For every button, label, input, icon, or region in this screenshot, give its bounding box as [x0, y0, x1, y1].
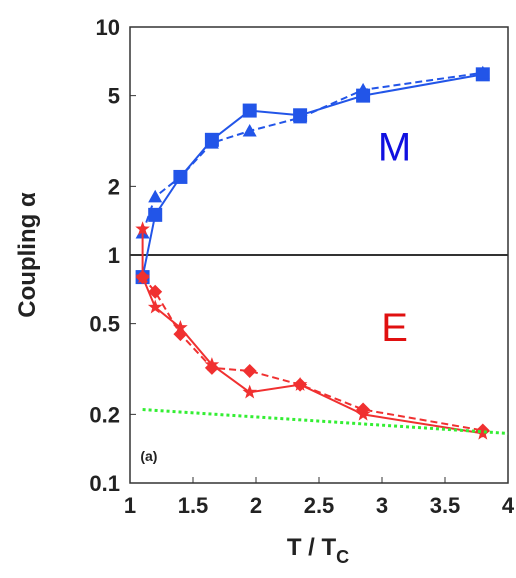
marker	[135, 221, 150, 236]
marker	[475, 423, 490, 438]
marker	[242, 123, 257, 137]
x-tick-label: 1	[124, 493, 136, 518]
marker	[475, 65, 490, 79]
marker	[293, 377, 308, 392]
y-tick-label: 10	[96, 15, 120, 40]
y-tick-label: 5	[108, 84, 120, 109]
y-tick-label: 0.1	[89, 471, 120, 496]
marker	[148, 189, 163, 203]
x-tick-label: 2	[250, 493, 262, 518]
marker	[204, 135, 219, 149]
x-axis-title-main: T / T	[287, 534, 337, 561]
marker	[356, 402, 371, 417]
series-line	[141, 229, 483, 435]
marker	[148, 207, 163, 222]
series-line	[142, 408, 509, 435]
marker	[242, 384, 257, 399]
marker	[147, 299, 163, 314]
annotation: M	[378, 125, 411, 169]
y-tick-label: 0.5	[89, 312, 120, 337]
series-line	[141, 276, 483, 432]
series-line	[141, 71, 483, 234]
y-tick-label: 1	[108, 243, 120, 268]
x-tick-label: 4	[502, 493, 515, 518]
x-tick-label: 3	[376, 493, 388, 518]
marker	[135, 270, 150, 285]
series-line	[141, 73, 483, 278]
marker	[173, 327, 188, 342]
marker	[356, 82, 371, 96]
marker	[173, 169, 188, 183]
x-axis-title-sub: C	[336, 547, 349, 567]
marker	[293, 110, 308, 124]
y-tick-label: 0.2	[89, 402, 120, 427]
y-axis-title: Coupling α	[14, 192, 41, 318]
x-axis-title: T / TC	[287, 534, 349, 567]
annotation: E	[381, 306, 408, 350]
marker	[242, 363, 257, 378]
x-tick-label: 2.5	[304, 493, 335, 518]
x-tick-label: 1.5	[178, 493, 209, 518]
marker	[242, 103, 257, 118]
marker	[204, 360, 219, 375]
marker	[173, 320, 188, 334]
y-tick-label: 2	[108, 174, 120, 199]
annotation: (a)	[140, 448, 157, 464]
marker	[148, 284, 163, 299]
x-tick-label: 3.5	[430, 493, 461, 518]
